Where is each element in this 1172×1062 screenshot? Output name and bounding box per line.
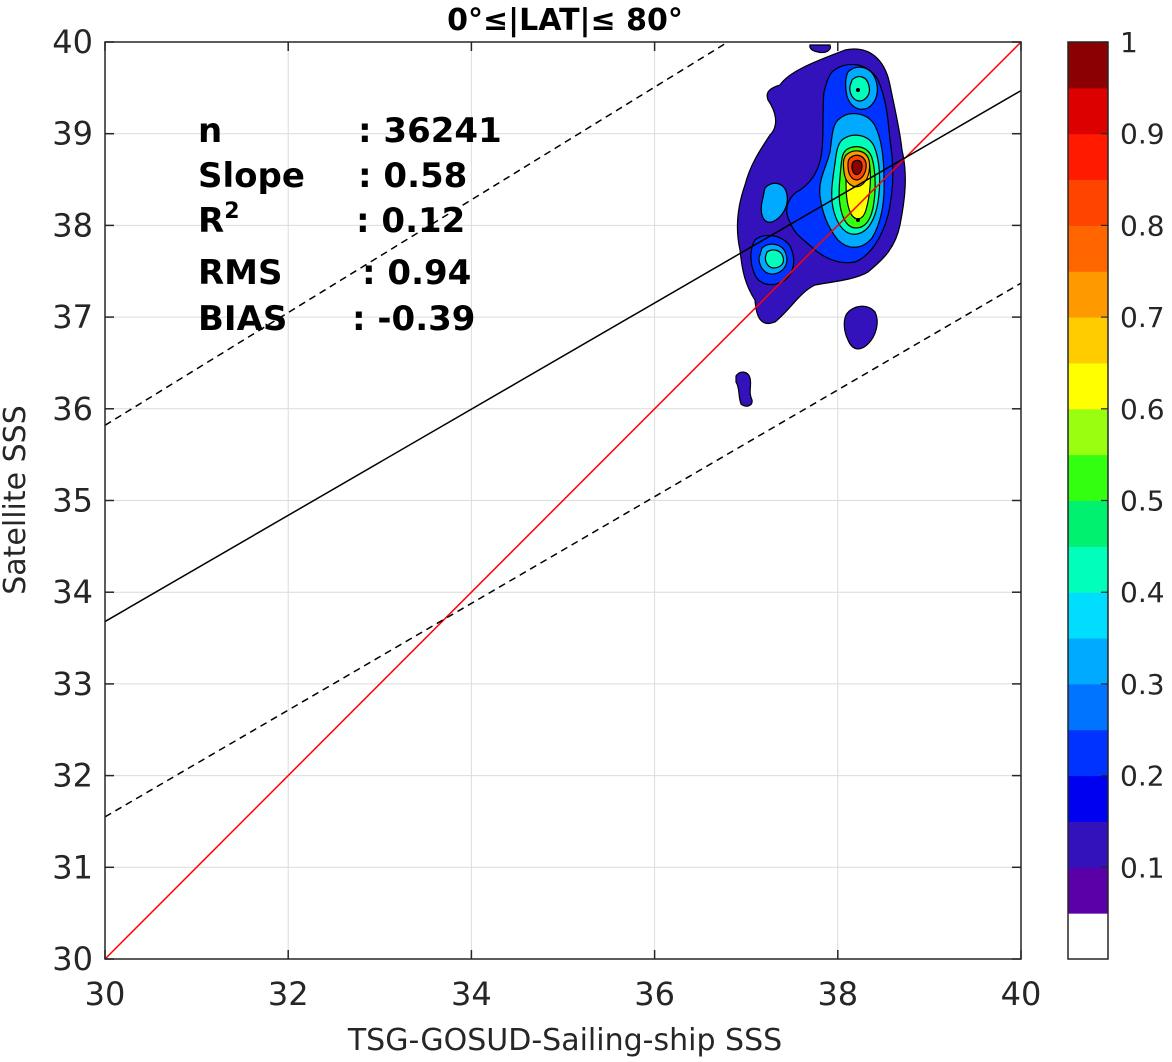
density-peak	[856, 88, 860, 92]
stat-key: Slope	[198, 156, 305, 196]
colorbar-segment	[1068, 362, 1108, 410]
x-tick-label: 30	[85, 975, 126, 1013]
colorbar-tick-label: 0.6	[1120, 393, 1165, 426]
colorbar-segment	[1068, 546, 1108, 593]
y-tick-label: 33	[52, 665, 93, 703]
x-tick-label: 40	[1001, 975, 1042, 1013]
colorbar-segment	[1068, 179, 1108, 226]
colorbar-segment	[1068, 317, 1108, 364]
colorbar-tick-label: 0.2	[1120, 760, 1165, 793]
x-tick-label: 34	[451, 975, 492, 1013]
y-tick-label: 35	[52, 482, 93, 520]
y-tick-label: 37	[52, 298, 93, 336]
x-axis: 30 32 34 36 38 40	[85, 42, 1042, 1013]
y-axis: 30 31 32 33 34 35 36 37 38 39 40	[52, 23, 1021, 978]
y-tick-label: 31	[52, 848, 93, 886]
chart-title: 0°≤|LAT|≤ 80°	[447, 3, 683, 38]
stat-value: : 0.58	[358, 156, 467, 196]
colorbar-tick-label: 0.5	[1120, 485, 1165, 518]
colorbar-segment	[1068, 133, 1108, 181]
stat-value: : 0.94	[362, 253, 471, 293]
colorbar-tick-label: 0.4	[1120, 576, 1165, 609]
x-tick-label: 32	[268, 975, 309, 1013]
x-tick-label: 38	[817, 975, 858, 1013]
y-tick-label: 38	[52, 206, 93, 244]
colorbar-segment	[1068, 408, 1108, 456]
stat-key: BIAS	[198, 299, 287, 339]
contour-level-3c	[760, 182, 788, 223]
stat-key: n	[198, 111, 222, 151]
colorbar-segment	[1068, 775, 1108, 822]
y-tick-label: 36	[52, 390, 93, 428]
upper-bound-line	[105, 42, 729, 426]
y-tick-label: 34	[52, 573, 93, 611]
contour-level-1b	[843, 305, 878, 350]
colorbar-tick-label: 0.8	[1120, 209, 1165, 242]
colorbar-segment	[1068, 729, 1108, 777]
stat-value: : 36241	[358, 111, 502, 151]
colorbar-tick-label: 0.1	[1120, 851, 1165, 884]
regression-lines	[105, 42, 1021, 959]
density-peak	[856, 218, 860, 222]
colorbar-tick-label: 0.3	[1120, 668, 1165, 701]
colorbar-segment	[1068, 821, 1108, 868]
contour-level-9	[851, 159, 863, 176]
y-axis-label: Satellite SSS	[0, 405, 33, 595]
colorbar-segment	[1068, 271, 1108, 318]
colorbar-tick-label: 0.7	[1120, 301, 1165, 334]
stat-key: RMS	[198, 253, 283, 293]
contour-level-1c	[735, 371, 753, 407]
stat-value: : 0.12	[356, 201, 465, 241]
contour-level-4c	[764, 249, 785, 269]
colorbar-tick-label: 1	[1120, 26, 1138, 59]
y-tick-label: 32	[52, 757, 93, 795]
contour-level-1d	[809, 44, 831, 54]
colorbar-segment	[1068, 500, 1108, 547]
x-tick-label: 36	[634, 975, 675, 1013]
colorbar-segment	[1068, 913, 1108, 960]
density-contours	[735, 44, 906, 407]
colorbar-segment	[1068, 592, 1108, 639]
y-tick-label: 39	[52, 115, 93, 153]
grid	[104, 41, 1022, 960]
colorbar-segment	[1068, 867, 1108, 914]
colorbar-segment	[1068, 683, 1108, 731]
colorbar-segment	[1068, 225, 1108, 272]
colorbar-segment	[1068, 87, 1108, 135]
contour-level-4b	[849, 76, 871, 102]
colorbar-tick-label: 0.9	[1120, 118, 1165, 151]
fit-line	[105, 89, 1021, 623]
one-to-one-line	[105, 42, 1021, 959]
stat-value: : -0.39	[352, 299, 475, 339]
colorbar-segment	[1068, 454, 1108, 501]
y-tick-label: 40	[52, 23, 93, 61]
colorbar: 0.1 0.2 0.3 0.4 0.5 0.6 0.7 0.8 0.9 1	[1067, 26, 1165, 960]
colorbar-segment	[1068, 42, 1108, 89]
y-tick-label: 30	[52, 940, 93, 978]
x-axis-label: TSG-GOSUD-Sailing-ship SSS	[347, 1023, 782, 1058]
lower-bound-line	[105, 282, 1021, 818]
colorbar-segment	[1068, 638, 1108, 685]
